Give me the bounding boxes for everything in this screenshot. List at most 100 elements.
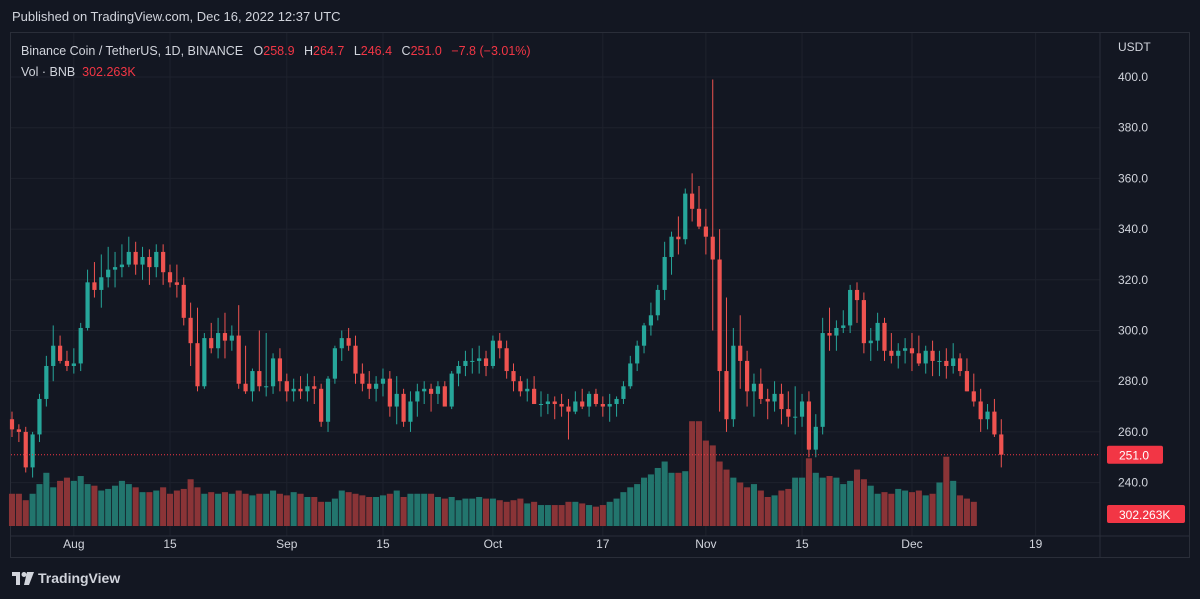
x-tick-label: 19 [1029, 537, 1043, 551]
candle-body [916, 353, 921, 364]
volume-bar [668, 472, 675, 526]
candle-body [806, 401, 812, 450]
volume-bar [187, 479, 194, 526]
volume-bar [352, 493, 359, 526]
x-tick-label: Sep [276, 537, 298, 551]
tradingview-logo-icon [12, 571, 34, 585]
volume-bar [805, 458, 812, 526]
candle-body [126, 251, 131, 265]
candle-body [538, 404, 544, 406]
candle-body [861, 300, 866, 344]
volume-bar [895, 488, 902, 526]
volume-bar [682, 471, 689, 526]
y-tick-label: 240.0 [1118, 476, 1148, 490]
candle-body [985, 411, 990, 420]
candle-body [305, 386, 310, 392]
candle-body [992, 411, 997, 435]
tradingview-logo[interactable]: TradingView [12, 570, 120, 586]
volume-bar [276, 493, 283, 526]
volume-bar [606, 501, 613, 526]
chart-frame[interactable] [10, 32, 1190, 558]
candle-body [779, 393, 784, 410]
volume-bar [695, 421, 703, 526]
volume-bar [778, 490, 785, 526]
candle-body [669, 236, 674, 257]
volume-bar [970, 501, 977, 526]
candle-body [648, 315, 654, 326]
candle-body [854, 289, 860, 301]
candle-body [559, 404, 564, 407]
candle-body [593, 393, 599, 405]
volume-bar [489, 498, 496, 526]
candle-body [456, 365, 461, 374]
volume-bar [105, 488, 112, 526]
volume-bar [455, 500, 462, 526]
volume-bar [215, 493, 222, 526]
candle-body [738, 345, 743, 361]
volume-label[interactable]: Vol · BNB [21, 65, 76, 79]
volume-value: 302.263K [82, 65, 136, 79]
volume-bar [324, 501, 332, 526]
volume-bar [620, 492, 627, 526]
candle-body [216, 333, 221, 349]
volume-bar [331, 498, 338, 526]
candle-body [229, 335, 234, 341]
volume-bar [881, 492, 888, 526]
candle-body [353, 345, 358, 374]
candle-body [374, 383, 379, 389]
candle-body [92, 282, 97, 290]
volume-bar [63, 477, 70, 526]
volume-bar [496, 500, 503, 526]
candle-body [394, 393, 399, 407]
legend-volume-row: Vol · BNB 302.263K [21, 62, 537, 83]
x-tick-label: 15 [376, 537, 390, 551]
candle-body [580, 401, 585, 407]
candle-body [607, 404, 612, 407]
volume-bar [819, 477, 826, 526]
candle-body [703, 226, 708, 237]
candle-body [518, 381, 523, 392]
candle-body [154, 251, 159, 268]
candle-body [834, 327, 839, 336]
candle-body [298, 388, 303, 392]
low-label: L [353, 44, 361, 58]
candle-body [9, 419, 15, 430]
candle-body [140, 256, 145, 265]
volume-bar [675, 472, 682, 526]
candle-body [339, 338, 344, 349]
volume-bar [132, 487, 139, 526]
candle-body [758, 383, 763, 399]
candle-body [181, 284, 186, 318]
candle-body [628, 363, 633, 387]
candle-body [504, 348, 509, 372]
volume-bar [29, 493, 36, 526]
candle-body [827, 333, 832, 336]
symbol-title[interactable]: Binance Coin / TetherUS, 1D, BINANCE [21, 44, 244, 58]
candle-body [930, 350, 935, 361]
volume-bar [902, 490, 909, 526]
candle-body [367, 383, 372, 389]
volume-bar [812, 472, 819, 526]
volume-bar [228, 493, 235, 526]
volume-bar [524, 503, 531, 526]
volume-bar [400, 496, 407, 526]
candle-body [161, 251, 166, 273]
candle-body [243, 383, 248, 392]
candle-body [635, 345, 640, 364]
candle-body [415, 391, 420, 402]
volume-bar [77, 476, 84, 526]
volume-bar [950, 480, 957, 526]
last-volume-label: 302.263K [1119, 508, 1170, 522]
candle-body [209, 338, 214, 349]
top-bar: Published on TradingView.com, Dec 16, 20… [0, 0, 1200, 32]
volume-bar [613, 498, 620, 526]
volume-bar [915, 490, 922, 526]
candle-body [957, 358, 963, 372]
candle-body [525, 388, 530, 392]
x-tick-label: Oct [484, 537, 503, 551]
candle-body [37, 398, 42, 435]
candle-body [408, 401, 413, 422]
candle-body [744, 360, 750, 392]
candle-body [786, 409, 791, 417]
